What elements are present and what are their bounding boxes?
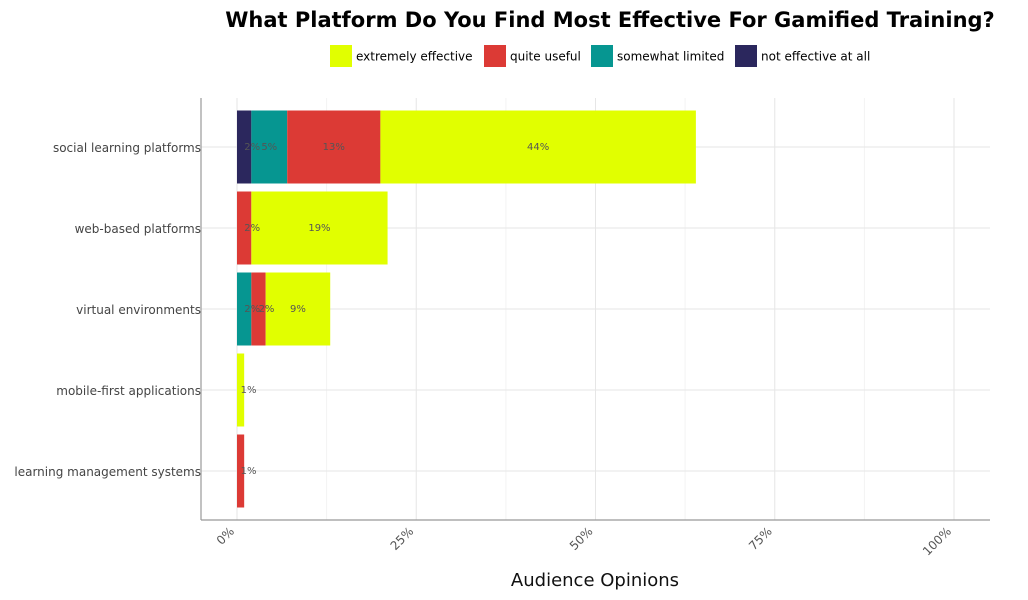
bar-value-label: 2% (259, 304, 275, 315)
x-tick-label: 100% (920, 524, 954, 558)
bar-value-label: 2% (244, 304, 260, 315)
bar-segment (237, 353, 245, 427)
x-tick-label: 0% (214, 524, 237, 547)
bar-value-label: 5% (261, 142, 277, 153)
legend-swatch (735, 45, 757, 67)
bar-value-label: 2% (244, 223, 260, 234)
bar-segment (380, 110, 696, 184)
bar-value-label: 2% (244, 142, 260, 153)
bar-value-label: 19% (308, 223, 330, 234)
legend-label: not effective at all (761, 50, 870, 64)
category-label: web-based platforms (75, 222, 201, 236)
legend-swatch (330, 45, 352, 67)
bar-segment (265, 272, 331, 346)
bar-segment (237, 110, 252, 184)
legend-item: quite useful (484, 45, 581, 67)
legend-item: extremely effective (330, 45, 473, 67)
legend-item: somewhat limited (591, 45, 724, 67)
bar-segment (251, 110, 288, 184)
category-label: learning management systems (14, 465, 201, 479)
legend-label: quite useful (510, 50, 581, 64)
bar-segment (237, 191, 252, 265)
bar-value-label: 13% (323, 142, 345, 153)
category-label: social learning platforms (53, 141, 201, 155)
category-label: virtual environments (76, 303, 201, 317)
bar-value-label: 9% (290, 304, 306, 315)
legend-swatch (484, 45, 506, 67)
x-axis-label: Audience Opinions (511, 570, 679, 591)
legend-label: extremely effective (356, 50, 473, 64)
x-tick-label: 50% (567, 524, 596, 553)
bar-value-label: 1% (241, 466, 257, 477)
bar-segment (237, 272, 252, 346)
x-tick-label: 75% (746, 524, 775, 553)
legend-item: not effective at all (735, 45, 870, 67)
category-label: mobile-first applications (56, 384, 201, 398)
chart-title: What Platform Do You Find Most Effective… (225, 8, 995, 32)
bar-segment (287, 110, 381, 184)
bars (237, 110, 696, 508)
legend: extremely effective quite useful somewhat … (330, 45, 870, 67)
x-tick-label: 25% (388, 524, 417, 553)
legend-label: somewhat limited (617, 50, 724, 64)
bar-segment (251, 272, 266, 346)
bar-value-label: 1% (241, 385, 257, 396)
bar-value-label: 44% (527, 142, 549, 153)
bar-segment (251, 191, 388, 265)
bar-segment (237, 434, 245, 508)
data-labels: 2% 5% 13% 44%2% 19%2%2% 9%1%1% (241, 142, 550, 477)
legend-swatch (591, 45, 613, 67)
